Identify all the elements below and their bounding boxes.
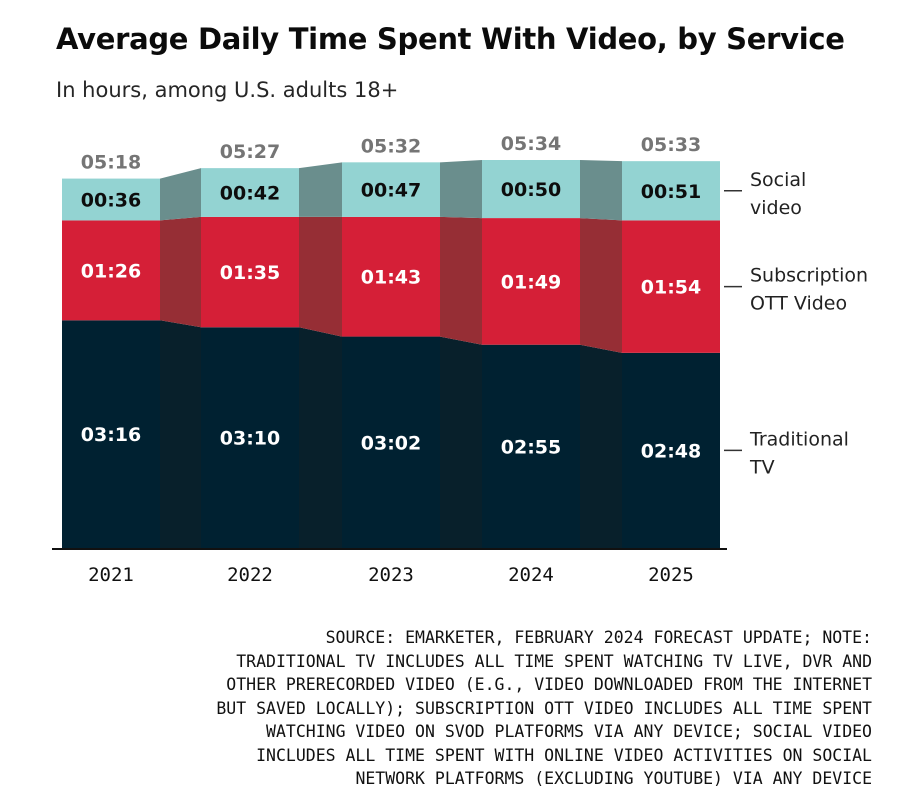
connector-0-1 bbox=[299, 327, 342, 548]
legend-label-1-0: Subscription bbox=[750, 265, 868, 287]
bar-segment-0-2022 bbox=[201, 327, 299, 548]
connector-1-1 bbox=[299, 216, 342, 337]
connector-2-1 bbox=[299, 162, 342, 217]
bar-layer bbox=[62, 160, 720, 548]
segment-label-0-2023: 03:02 bbox=[361, 432, 421, 454]
segment-label-2-2023: 00:47 bbox=[361, 180, 421, 202]
x-tick-label-2024: 2024 bbox=[508, 564, 554, 586]
chart-subtitle: In hours, among U.S. adults 18+ bbox=[56, 78, 399, 102]
connector-1-2 bbox=[440, 216, 482, 345]
bar-segment-0-2024 bbox=[482, 344, 580, 548]
segment-label-0-2024: 02:55 bbox=[501, 436, 561, 458]
segment-label-0-2021: 03:16 bbox=[81, 424, 141, 446]
connector-2-0 bbox=[160, 168, 201, 221]
segment-label-1-2024: 01:49 bbox=[501, 271, 561, 293]
segment-label-1-2022: 01:35 bbox=[220, 262, 280, 284]
connector-1-0 bbox=[160, 216, 201, 328]
bar-segment-1-2024 bbox=[482, 218, 580, 345]
legend-label-0-1: TV bbox=[749, 456, 775, 478]
connector-2-3 bbox=[580, 160, 622, 221]
bar-segment-1-2025 bbox=[622, 220, 720, 353]
source-note: SOURCE: EMARKETER, FEBRUARY 2024 FORECAS… bbox=[216, 628, 872, 788]
bar-segment-2-2024 bbox=[482, 160, 580, 219]
legend-label-1-1: OTT Video bbox=[750, 293, 847, 315]
stacked-bar-chart: 03:16 01:26 00:36 05:18 2021 03:10 01:35 00:42 0… bbox=[52, 133, 868, 586]
legend: Social video Subscription OTT Video Traditio… bbox=[724, 169, 868, 478]
bar-segment-0-2023 bbox=[342, 336, 440, 548]
total-label-2023: 05:32 bbox=[361, 135, 421, 157]
x-tick-label-2025: 2025 bbox=[648, 564, 694, 586]
chart-title: Average Daily Time Spent With Video, by … bbox=[56, 22, 845, 56]
total-label-2021: 05:18 bbox=[81, 152, 141, 174]
legend-label-2-1: video bbox=[750, 197, 802, 219]
segment-label-0-2025: 02:48 bbox=[641, 440, 701, 462]
total-label-2025: 05:33 bbox=[641, 134, 701, 156]
bar-segment-2-2025 bbox=[622, 161, 720, 221]
segment-label-0-2022: 03:10 bbox=[220, 428, 280, 450]
x-tick-label-2021: 2021 bbox=[88, 564, 134, 586]
bar-segment-0-2021 bbox=[62, 320, 160, 548]
bar-segment-1-2023 bbox=[342, 216, 440, 337]
connector-2-2 bbox=[440, 160, 482, 219]
connector-0-3 bbox=[580, 344, 622, 548]
bar-segment-1-2022 bbox=[201, 216, 299, 328]
legend-label-0-0: Traditional bbox=[749, 428, 849, 450]
segment-label-1-2021: 01:26 bbox=[81, 260, 141, 282]
total-label-2024: 05:34 bbox=[501, 133, 561, 155]
bar-segment-2-2023 bbox=[342, 162, 440, 217]
segment-label-2-2021: 00:36 bbox=[81, 189, 141, 211]
segment-label-1-2023: 01:43 bbox=[361, 267, 421, 289]
segment-label-2-2024: 00:50 bbox=[501, 179, 561, 201]
x-tick-label-2023: 2023 bbox=[368, 564, 414, 586]
segment-label-2-2022: 00:42 bbox=[220, 183, 280, 205]
legend-label-2-0: Social bbox=[750, 169, 806, 191]
segment-label-2-2025: 00:51 bbox=[641, 181, 701, 203]
connector-layer bbox=[160, 160, 622, 548]
segment-label-1-2025: 01:54 bbox=[641, 277, 701, 299]
bar-segment-1-2021 bbox=[62, 220, 160, 321]
connector-0-2 bbox=[440, 336, 482, 548]
bar-segment-0-2025 bbox=[622, 352, 720, 548]
x-tick-label-2022: 2022 bbox=[227, 564, 273, 586]
label-layer: 03:16 01:26 00:36 05:18 2021 03:10 01:35 00:42 0… bbox=[81, 133, 701, 586]
connector-1-3 bbox=[580, 218, 622, 353]
total-label-2022: 05:27 bbox=[220, 141, 280, 163]
bar-segment-2-2021 bbox=[62, 178, 160, 221]
connector-0-0 bbox=[160, 320, 201, 548]
bar-segment-2-2022 bbox=[201, 168, 299, 217]
